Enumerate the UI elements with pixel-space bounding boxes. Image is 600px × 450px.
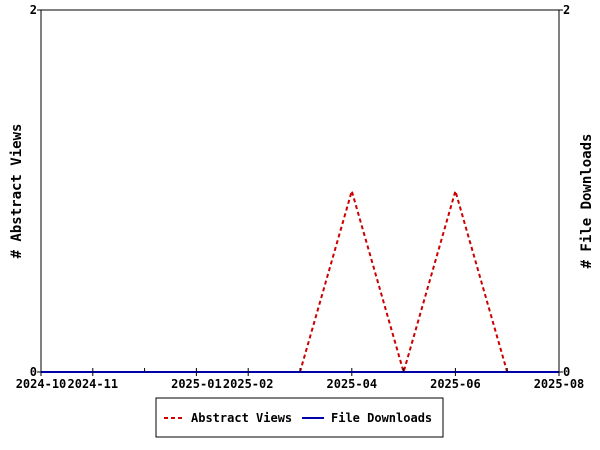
x-tick-label: 2025-01 (171, 377, 222, 391)
y-left-tick-label: 0 (30, 365, 37, 379)
x-tick-label: 2024-11 (68, 377, 119, 391)
plot-area (40, 9, 560, 373)
y-right-tick-label: 0 (563, 365, 570, 379)
legend: Abstract Views File Downloads (155, 397, 444, 438)
x-tick-label: 2025-08 (534, 377, 585, 391)
y-left-tick-label: 2 (30, 3, 37, 17)
y-right-tick-label: 2 (563, 3, 570, 17)
legend-label-file-downloads: File Downloads (331, 411, 432, 425)
x-tick-label: 2025-02 (223, 377, 274, 391)
axis-layer: 2024-10 2024-11 2025-01 2025-02 2025-04 2025-… (16, 3, 585, 391)
x-tick-label: 2025-04 (327, 377, 378, 391)
x-tick-label: 2024-10 (16, 377, 67, 391)
legend-box (155, 397, 444, 438)
y-left-axis-title: # Abstract Views (9, 124, 25, 259)
x-tick-label: 2025-06 (430, 377, 481, 391)
legend-label-abstract-views: Abstract Views (191, 411, 292, 425)
y-right-axis-title: # File Downloads (579, 134, 595, 269)
